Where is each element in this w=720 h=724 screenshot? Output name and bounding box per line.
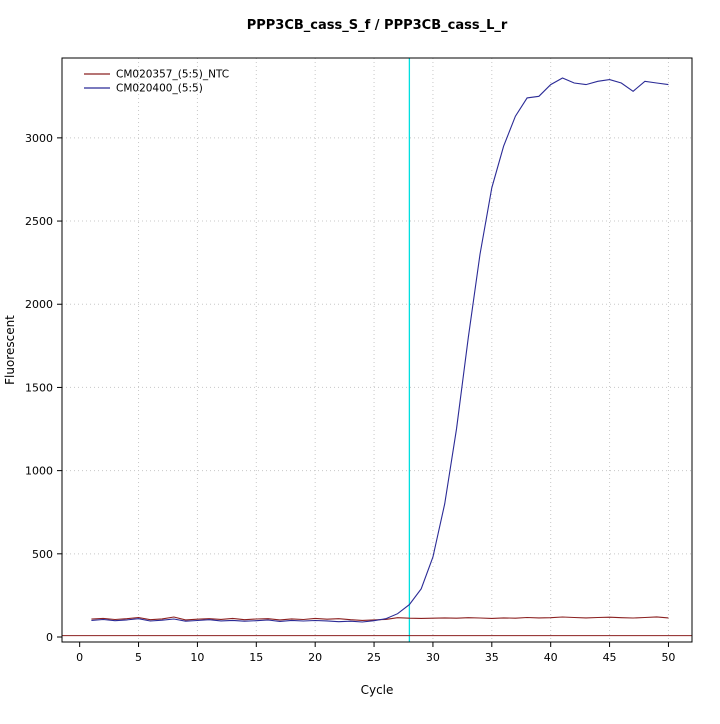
- x-tick-label: 30: [426, 651, 440, 664]
- x-tick-label: 45: [603, 651, 617, 664]
- x-tick-label: 25: [367, 651, 381, 664]
- x-tick-label: 50: [661, 651, 675, 664]
- x-tick-label: 5: [135, 651, 142, 664]
- x-tick-label: 0: [76, 651, 83, 664]
- y-tick-label: 1000: [25, 465, 53, 478]
- x-tick-label: 15: [249, 651, 263, 664]
- y-axis-label: Fluorescent: [3, 315, 17, 385]
- plot-border: [61, 57, 693, 643]
- legend-label: CM020357_(5:5)_NTC: [116, 69, 229, 81]
- chart-title: PPP3CB_cass_S_f / PPP3CB_cass_L_r: [247, 18, 508, 33]
- y-tick-label: 0: [46, 631, 53, 644]
- plot-content: 0 5 10 15 20 25 30 35 40 45 5005001000150020002500…: [25, 57, 693, 664]
- y-tick-label: 1500: [25, 381, 53, 394]
- x-tick-label: 10: [190, 651, 204, 664]
- x-tick-label: 20: [308, 651, 322, 664]
- x-tick-label: 40: [544, 651, 558, 664]
- y-tick-label: 3000: [25, 132, 53, 145]
- y-tick-label: 2000: [25, 298, 53, 311]
- legend-label: CM020400_(5:5): [116, 83, 203, 95]
- y-tick-label: 500: [32, 548, 53, 561]
- x-tick-label: 35: [485, 651, 499, 664]
- y-tick-label: 2500: [25, 215, 53, 228]
- x-axis-label: Cycle: [361, 683, 394, 697]
- series-line: [91, 77, 669, 623]
